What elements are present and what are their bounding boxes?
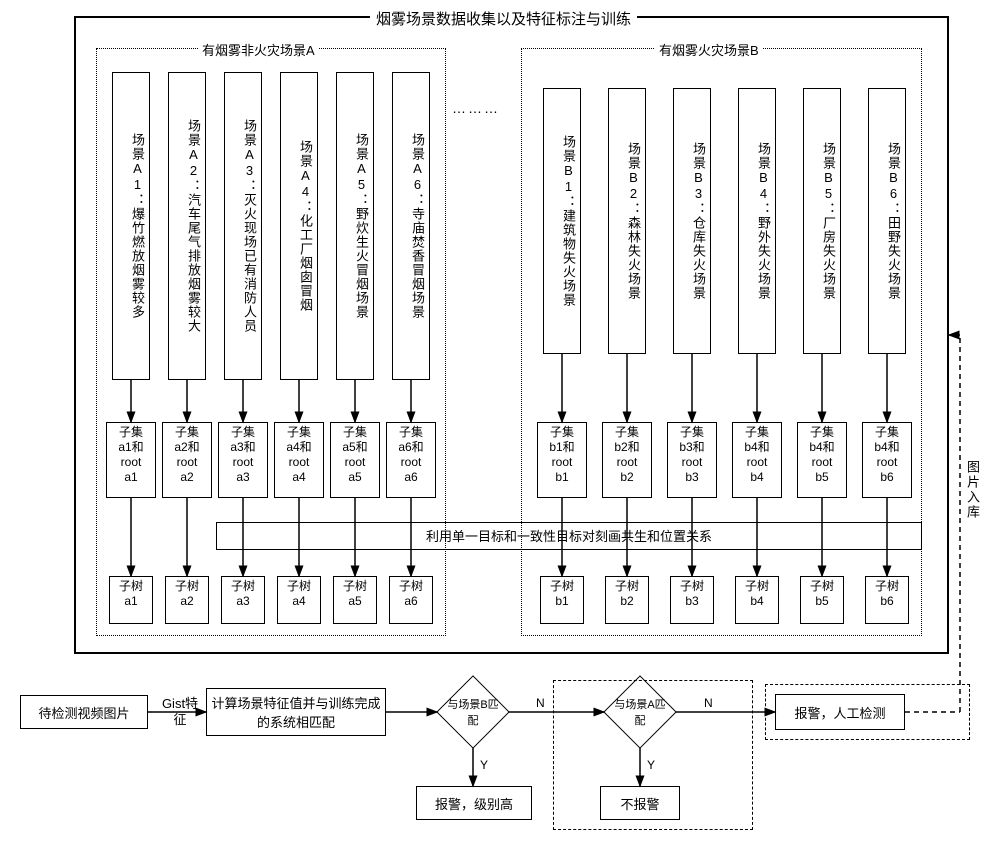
subset-a-4: 子集a4和roota4 bbox=[274, 422, 324, 498]
b-scene-3: 场景B3：仓库失火场景 bbox=[673, 88, 711, 354]
input-box: 待检测视频图片 bbox=[20, 695, 148, 729]
subtree-b-2: 子树b2 bbox=[605, 576, 649, 624]
subset-b-1: 子集b1和rootb1 bbox=[537, 422, 587, 498]
yn-a-n: N bbox=[704, 696, 713, 710]
subtree-b-1: 子树b1 bbox=[540, 576, 584, 624]
subset-a-3: 子集a3和roota3 bbox=[218, 422, 268, 498]
subtree-b-3: 子树b3 bbox=[670, 576, 714, 624]
yn-b-n: N bbox=[536, 696, 545, 710]
b-scene-5: 场景B5：厂房失火场景 bbox=[803, 88, 841, 354]
group-a-title: 有烟雾非火灾场景A bbox=[198, 40, 319, 59]
a-scene-2: 场景A2：汽车尾气排放烟雾较大 bbox=[168, 72, 206, 380]
a-scene-6: 场景A6：寺庙焚香冒烟场景 bbox=[392, 72, 430, 380]
main-title: 烟雾场景数据收集以及特征标注与训练 bbox=[370, 8, 637, 29]
a-scene-1: 场景A1：爆竹燃放烟雾较多 bbox=[112, 72, 150, 380]
subset-a-2: 子集a2和roota2 bbox=[162, 422, 212, 498]
yn-b-y: Y bbox=[480, 758, 488, 772]
relation-box: 利用单一目标和一致性目标对刻画共生和位置关系 bbox=[216, 522, 922, 550]
subtree-b-6: 子树b6 bbox=[865, 576, 909, 624]
subtree-a-4: 子树a4 bbox=[277, 576, 321, 624]
subtree-b-5: 子树b5 bbox=[800, 576, 844, 624]
alarm-manual-box: 报警，人工检测 bbox=[775, 694, 905, 730]
subtree-a-6: 子树a6 bbox=[389, 576, 433, 624]
subtree-a-1: 子树a1 bbox=[109, 576, 153, 624]
a-scene-3: 场景A3：灭火现场已有消防人员 bbox=[224, 72, 262, 380]
b-scene-1: 场景B1：建筑物失火场景 bbox=[543, 88, 581, 354]
group-b-title: 有烟雾火灾场景B bbox=[655, 40, 763, 59]
side-label: 图片入库 bbox=[963, 460, 982, 520]
gist-label-text: Gist特征 bbox=[162, 696, 198, 727]
subset-b-2: 子集b2和rootb2 bbox=[602, 422, 652, 498]
subtree-a-2: 子树a2 bbox=[165, 576, 209, 624]
subset-b-5: 子集b4和rootb5 bbox=[797, 422, 847, 498]
b-scene-6: 场景B6：田野失火场景 bbox=[868, 88, 906, 354]
subset-a-1: 子集a1和roota1 bbox=[106, 422, 156, 498]
calc-box: 计算场景特征值并与训练完成的系统相匹配 bbox=[206, 688, 386, 736]
diamond-match-b: 与场景B匹配 bbox=[447, 686, 499, 738]
subtree-a-3: 子树a3 bbox=[221, 576, 265, 624]
a-scene-4: 场景A4：化工厂烟囱冒烟 bbox=[280, 72, 318, 380]
gist-label: Gist特征 bbox=[159, 696, 201, 727]
b-scene-2: 场景B2：森林失火场景 bbox=[608, 88, 646, 354]
subset-b-4: 子集b4和rootb4 bbox=[732, 422, 782, 498]
yn-a-y: Y bbox=[647, 758, 655, 772]
subset-a-6: 子集a6和roota6 bbox=[386, 422, 436, 498]
a-scene-5: 场景A5：野炊生火冒烟场景 bbox=[336, 72, 374, 380]
ellipsis: ……… bbox=[452, 100, 500, 116]
no-alarm-box: 不报警 bbox=[600, 786, 680, 820]
subtree-b-4: 子树b4 bbox=[735, 576, 779, 624]
diamond-b-text: 与场景B匹配 bbox=[447, 696, 499, 728]
subset-a-5: 子集a5和roota5 bbox=[330, 422, 380, 498]
b-scene-4: 场景B4：野外失火场景 bbox=[738, 88, 776, 354]
subtree-a-5: 子树a5 bbox=[333, 576, 377, 624]
subset-b-3: 子集b3和rootb3 bbox=[667, 422, 717, 498]
subset-b-6: 子集b4和rootb6 bbox=[862, 422, 912, 498]
alarm-high-box: 报警，级别高 bbox=[416, 786, 532, 820]
